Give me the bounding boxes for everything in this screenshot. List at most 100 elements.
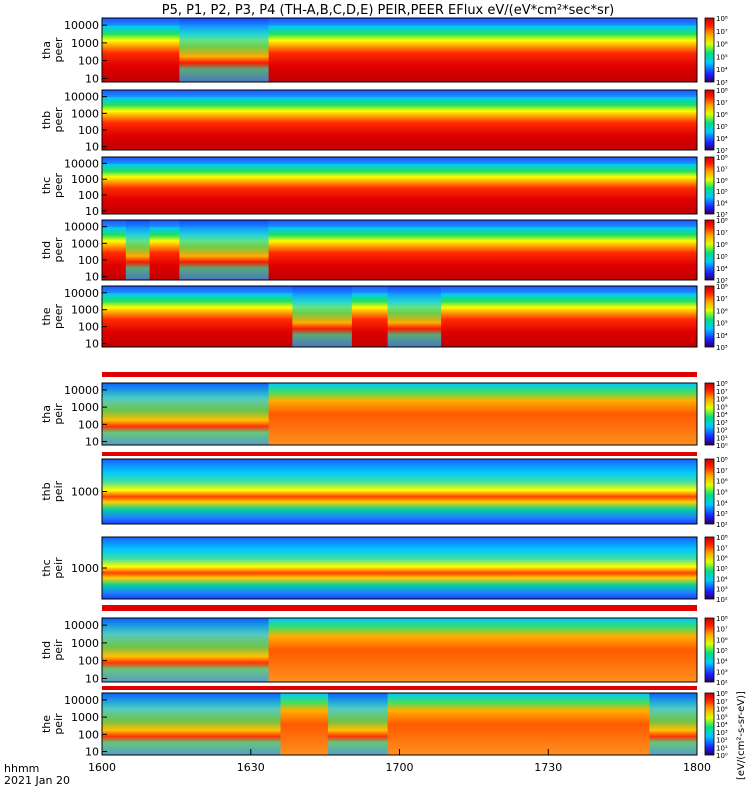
colorbar-tick-label: 10³ [716, 729, 728, 737]
y-tick-label: 1000 [71, 107, 99, 120]
spectrogram-image [102, 90, 697, 150]
spectral-region [649, 693, 697, 755]
colorbar-tick-label: 10⁴ [716, 66, 728, 74]
colorbar-tick-label: 10⁴ [716, 721, 728, 729]
y-tick-label: 10 [85, 271, 99, 284]
colorbar-tick-label: 10⁸ [716, 15, 728, 23]
colorbar-tick-label: 10⁵ [716, 565, 728, 573]
y-tick-label: 1000 [71, 486, 99, 499]
colorbar-tick-label: 10⁵ [716, 320, 728, 328]
panel-label-probe: thd [40, 641, 53, 659]
colorbar [704, 17, 715, 83]
colorbar-tick-label: 10³ [716, 147, 728, 155]
y-tick-label: 100 [78, 728, 99, 741]
colorbar-tick-label: 10⁶ [716, 636, 728, 644]
time-tick-label: 1800 [683, 761, 711, 774]
colorbar-tick-label: 10⁴ [716, 332, 728, 340]
colorbar-tick-label: 10⁸ [716, 534, 728, 542]
colorbar-tick-label: 10³ [716, 211, 728, 219]
time-tick-label: 1600 [88, 761, 116, 774]
colorbar-tick-label: 10⁴ [716, 575, 728, 583]
colorbar-tick-label: 10³ [716, 510, 728, 518]
colorbar-tick-label: 10³ [716, 586, 728, 594]
colorbar-tick-label: 10⁰ [716, 442, 728, 450]
colorbar-tick-label: 10⁷ [716, 229, 728, 237]
y-tick-label: 10000 [64, 221, 99, 234]
panel-thd-peir: 10 100 1000 10000 thd peir 10² 10³ 10⁴ 10⁵ 10⁶ 10⁷ 1… [40, 615, 728, 687]
spectral-region [102, 383, 269, 445]
colorbar-tick-label: 10⁵ [716, 53, 728, 61]
panel-label: tha peer [40, 37, 65, 63]
y-tick-label: 1000 [71, 237, 99, 250]
colorbar [704, 692, 715, 756]
colorbar-tick-label: 10¹ [716, 744, 728, 752]
colorbar-tick-label: 10⁵ [716, 188, 728, 196]
panel-label-product: peir [52, 403, 65, 425]
colorbar-tick-label: 10³ [716, 668, 728, 676]
colorbar-tick-label: 10² [716, 679, 728, 687]
y-tick-label: 10 [85, 746, 99, 759]
colorbar-tick-label: 10⁶ [716, 706, 728, 714]
colorbar-tick-label: 10² [716, 737, 728, 745]
panel-frame [101, 89, 698, 151]
panel-label-probe: thd [40, 241, 53, 259]
panel-label-product: peer [52, 237, 65, 263]
panel-frame [101, 156, 698, 215]
colorbar-tick-label: 10⁴ [716, 135, 728, 143]
colorbar-tick-label: 10⁴ [716, 411, 728, 419]
panel-label-product: peir [52, 639, 65, 661]
colorbar-tick-label: 10⁶ [716, 41, 728, 49]
figure-title: P5, P1, P2, P3, P4 (TH-A,B,C,D,E) PEIR,P… [162, 3, 615, 18]
y-tick-label: 1000 [71, 304, 99, 317]
spectrogram-image [102, 157, 697, 214]
colorbar-tick-label: 10⁴ [716, 499, 728, 507]
panel-the-peer: 10 100 1000 10000 the peer 10³ 10⁴ 10⁵ 10⁶ 10⁷ 10⁸ [40, 283, 728, 352]
time-axis: 1600 1630 1700 1730 1800 [88, 749, 711, 774]
y-tick-label: 10000 [64, 384, 99, 397]
time-axis-label-hhmm: hhmm [4, 762, 39, 775]
panel-separator [102, 452, 697, 456]
panel-label: thc peer [40, 173, 65, 199]
colorbar-tick-label: 10⁶ [716, 177, 728, 185]
panel-label-product: peir [52, 557, 65, 579]
colorbar-tick-label: 10² [716, 427, 728, 435]
y-tick-label: 100 [78, 321, 99, 334]
panel-label-product: peer [52, 37, 65, 63]
colorbar [704, 285, 715, 348]
colorbar-tick-label: 10⁵ [716, 253, 728, 261]
colorbar-tick-label: 10⁶ [716, 241, 728, 249]
colorbar-tick-label: 10⁷ [716, 388, 728, 396]
noise-strip [102, 157, 697, 164]
panel-label-probe: tha [40, 405, 53, 423]
noise-strip [102, 90, 697, 98]
time-axis-label-date: 2021 Jan 20 [4, 774, 70, 787]
colorbar-units-label: [eV/(cm²-s-sr-eV)] [736, 691, 747, 780]
spectral-region [328, 693, 388, 755]
panel-label-probe: the [40, 715, 53, 733]
panel-frame [101, 219, 698, 281]
panel-frame [101, 285, 698, 348]
colorbar-tick-label: 10⁸ [716, 615, 728, 623]
colorbar-tick-label: 10⁶ [716, 478, 728, 486]
y-tick-label: 100 [78, 189, 99, 202]
noise-strip [102, 220, 697, 228]
colorbar [704, 156, 715, 215]
colorbar-tick-label: 10⁴ [716, 200, 728, 208]
y-tick-label: 1000 [71, 173, 99, 186]
time-tick-label: 1630 [237, 761, 265, 774]
panel-thb-peer: 10 100 1000 10000 thb peer 10³ 10⁴ 10⁵ 10⁶ 10⁷ 10⁸ [40, 87, 728, 155]
spectrogram-image [102, 537, 697, 599]
panel-label-probe: thc [40, 177, 53, 194]
panel-label-product: peer [52, 304, 65, 330]
y-tick-label: 1000 [71, 637, 99, 650]
noise-strip [102, 18, 697, 26]
colorbar-tick-label: 10¹ [716, 434, 728, 442]
y-tick-label: 10 [85, 338, 99, 351]
panel-label-product: peir [52, 480, 65, 502]
colorbar-tick-label: 10⁷ [716, 467, 728, 475]
y-tick-label: 10000 [64, 157, 99, 170]
colorbar-tick-label: 10⁰ [716, 752, 728, 760]
y-tick-label: 100 [78, 655, 99, 668]
